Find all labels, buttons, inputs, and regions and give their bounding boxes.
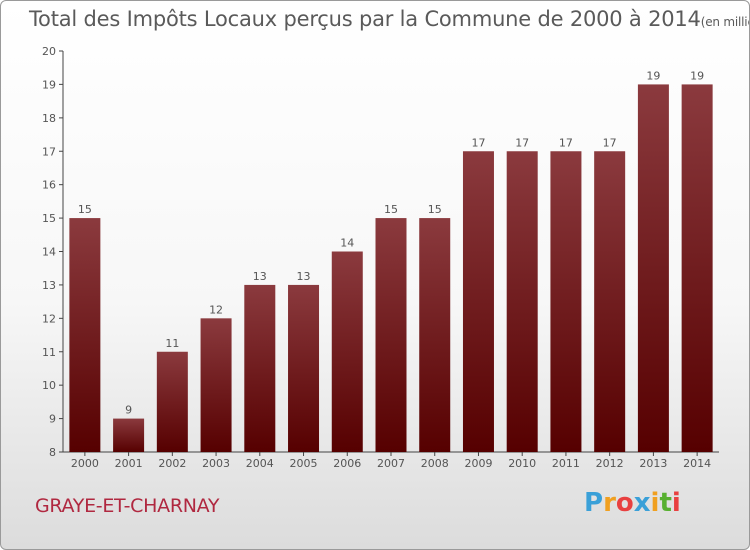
- y-tick-label: 16: [42, 179, 56, 192]
- bar: [637, 84, 669, 453]
- data-label: 12: [209, 303, 223, 316]
- bar: [550, 151, 582, 452]
- bar: [288, 284, 320, 452]
- x-tick-label: 2006: [333, 457, 361, 470]
- data-label: 17: [515, 136, 529, 149]
- logo-letter: x: [633, 488, 651, 518]
- bar: [681, 84, 713, 453]
- x-tick-label: 2007: [377, 457, 405, 470]
- x-tick-label: 2014: [683, 457, 711, 470]
- bar: [244, 284, 276, 452]
- y-tick-label: 15: [42, 212, 56, 225]
- chart-subtitle: (en milliers d'€): [700, 15, 749, 29]
- data-label: 17: [471, 136, 485, 149]
- bar: [331, 251, 363, 452]
- x-tick-label: 2002: [158, 457, 186, 470]
- y-tick-label: 19: [42, 78, 56, 91]
- y-tick-label: 20: [42, 45, 56, 58]
- x-tick-label: 2005: [290, 457, 318, 470]
- x-tick-label: 2004: [246, 457, 274, 470]
- y-tick-label: 11: [42, 346, 56, 359]
- logo-letter: o: [615, 488, 634, 518]
- data-label: 14: [340, 237, 354, 250]
- chart-title: Total des Impôts Locaux perçus par la Co…: [29, 7, 749, 31]
- y-tick-label: 13: [42, 279, 56, 292]
- x-tick-label: 2009: [464, 457, 492, 470]
- y-tick-label: 17: [42, 145, 56, 158]
- bar: [156, 351, 188, 452]
- logo-letter: i: [671, 488, 681, 518]
- data-label: 15: [384, 203, 398, 216]
- logo-letter: i: [650, 488, 660, 518]
- y-tick-label: 18: [42, 112, 56, 125]
- x-tick-label: 2000: [71, 457, 99, 470]
- data-label: 9: [125, 404, 132, 417]
- data-label: 11: [165, 337, 179, 350]
- bar: [69, 218, 101, 452]
- x-tick-label: 2013: [639, 457, 667, 470]
- bar: [375, 218, 407, 452]
- bar: [200, 318, 232, 452]
- logo-letter: t: [659, 488, 672, 518]
- y-tick-label: 9: [49, 413, 56, 426]
- data-label: 19: [646, 69, 660, 82]
- y-tick-label: 8: [49, 446, 56, 459]
- commune-name: GRAYE-ET-CHARNAY: [35, 495, 220, 517]
- bar: [594, 151, 626, 452]
- x-tick-label: 2011: [552, 457, 580, 470]
- proxiti-logo: Proxiti: [584, 488, 681, 518]
- bar: [419, 218, 451, 452]
- data-label: 15: [78, 203, 92, 216]
- data-label: 13: [297, 270, 311, 283]
- logo-letter: r: [603, 488, 616, 518]
- y-tick-label: 12: [42, 312, 56, 325]
- data-label: 17: [603, 136, 617, 149]
- data-label: 17: [559, 136, 573, 149]
- x-tick-label: 2003: [202, 457, 230, 470]
- chart-title-text: Total des Impôts Locaux perçus par la Co…: [29, 7, 701, 31]
- x-tick-label: 2012: [596, 457, 624, 470]
- bar: [506, 151, 538, 452]
- x-tick-label: 2001: [115, 457, 143, 470]
- data-label: 15: [428, 203, 442, 216]
- x-tick-label: 2010: [508, 457, 536, 470]
- x-tick-label: 2008: [421, 457, 449, 470]
- data-label: 19: [690, 69, 704, 82]
- y-tick-label: 10: [42, 379, 56, 392]
- data-label: 13: [253, 270, 267, 283]
- bar: [462, 151, 494, 452]
- logo-letter: P: [584, 488, 604, 518]
- y-tick-label: 14: [42, 246, 56, 259]
- bar: [113, 418, 145, 452]
